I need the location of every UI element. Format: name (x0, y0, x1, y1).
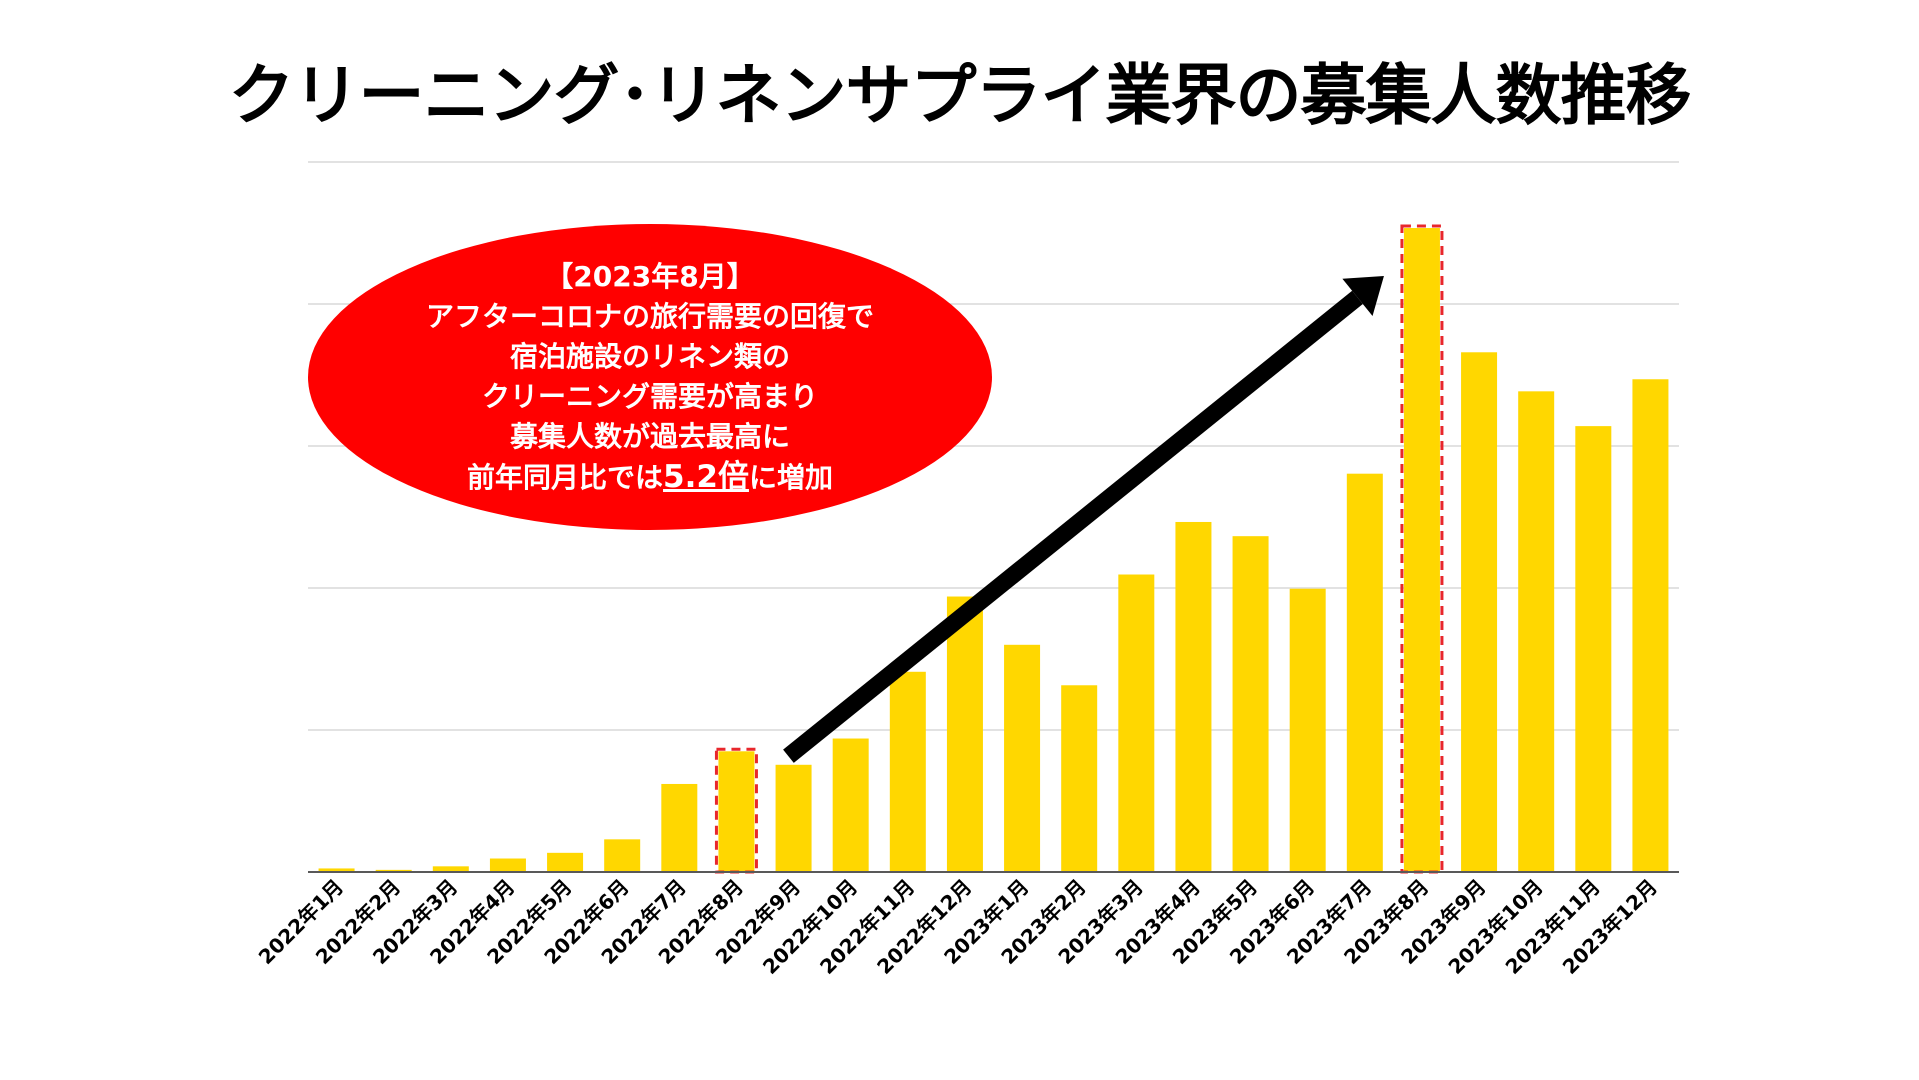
chart-title: クリーニング･リネンサプライ業界の募集人数推移 (228, 57, 1692, 134)
bar (1118, 574, 1155, 872)
bar (889, 671, 926, 872)
x-axis-labels: 2022年1月2022年2月2022年3月2022年4月2022年5月2022年… (254, 875, 1662, 979)
bar (1346, 473, 1383, 872)
bar (604, 839, 641, 872)
callout-line-4: クリーニング需要が高まり (481, 380, 818, 413)
bar (1232, 536, 1269, 872)
callout-line-6: 前年同月比では5.2倍に増加 (467, 457, 833, 498)
bar (1461, 352, 1498, 872)
bar (1518, 391, 1555, 872)
bar (946, 596, 983, 872)
bar (775, 764, 812, 872)
callout-line-1: 【2023年8月】 (545, 260, 755, 293)
bar (1403, 228, 1440, 872)
bar (661, 783, 698, 872)
bar (432, 866, 469, 872)
bar (832, 738, 869, 872)
callout-line-6-suffix: に増加 (748, 461, 833, 494)
trend-arrow-head (1342, 276, 1384, 317)
callout-line-6-prefix: 前年同月比では (467, 461, 664, 494)
bar (1175, 521, 1212, 872)
bar (1061, 685, 1098, 872)
callout-ellipse (308, 224, 992, 530)
callout-text: 【2023年8月】 アフターコロナの旅行需要の回復で 宿泊施設のリネン類の クリ… (308, 225, 992, 530)
bar (489, 858, 526, 872)
callout-highlight-ratio: 5.2倍 (663, 459, 749, 495)
callout-line-5: 募集人数が過去最高に (509, 420, 790, 453)
callout-line-3: 宿泊施設のリネン類の (509, 340, 790, 373)
trend-arrow (783, 290, 1363, 763)
bars (318, 228, 1669, 872)
bar (375, 869, 412, 872)
bar (318, 868, 355, 872)
bar (1004, 644, 1041, 872)
bar (1289, 588, 1326, 872)
bar (1575, 426, 1612, 872)
bar (718, 751, 755, 872)
bar (1632, 379, 1669, 872)
callout-line-2: アフターコロナの旅行需要の回復で (425, 300, 874, 333)
bar (547, 852, 584, 872)
